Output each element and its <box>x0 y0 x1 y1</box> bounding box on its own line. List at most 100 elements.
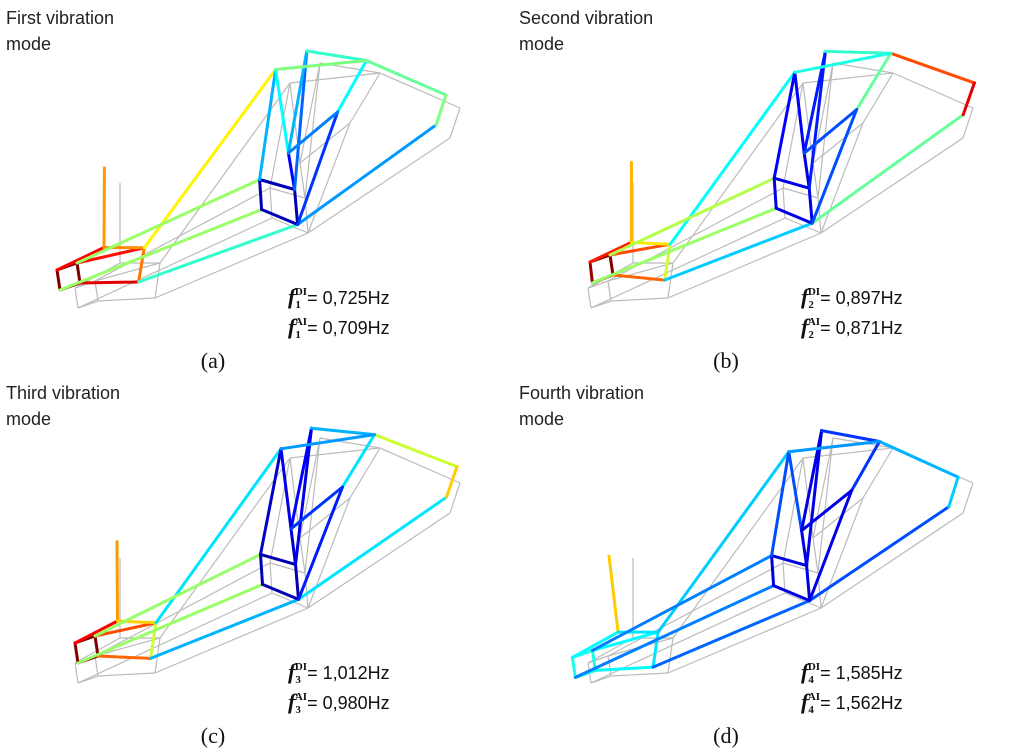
mode-index: 3 <box>295 704 301 716</box>
mode-index: 2 <box>808 299 814 311</box>
mode-index: 1 <box>295 329 301 341</box>
panel-title: Fourth vibration <box>519 383 644 403</box>
mode-shape-edge <box>296 564 299 599</box>
undeformed-edge <box>155 608 308 673</box>
mode-shape-edge <box>653 632 658 667</box>
undeformed-edge <box>78 218 272 308</box>
undeformed-edge <box>591 218 785 308</box>
frequency-label: f3DI= 1,012Hz <box>288 659 390 686</box>
undeformed-edge <box>608 563 783 656</box>
undeformed-edge <box>450 108 460 138</box>
mode-shape-edge <box>281 435 375 449</box>
method-label: AI <box>295 316 307 328</box>
mode-shape-edge <box>261 554 263 584</box>
panel-caption: (b) <box>713 348 739 373</box>
undeformed-edge <box>450 483 460 513</box>
panel-title: mode <box>519 34 564 54</box>
undeformed-edge <box>75 288 78 308</box>
mode-shape-edge <box>789 442 880 452</box>
mode-shape-edge <box>75 643 78 663</box>
mode-shape-edge <box>772 556 774 586</box>
mode-shape-edge <box>590 262 592 283</box>
mode-shape-edge <box>366 61 446 96</box>
mode-shape-edge <box>572 657 575 677</box>
panel-title: Second vibration <box>519 8 653 28</box>
mode-shape-edge <box>772 452 789 556</box>
undeformed-edge <box>300 163 305 198</box>
undeformed-edge <box>608 281 611 301</box>
undeformed-edge <box>75 663 78 683</box>
undeformed-edge <box>78 593 272 683</box>
undeformed-edge <box>863 73 893 123</box>
method-label: DI <box>295 286 307 298</box>
mode-shape-edge <box>261 554 296 564</box>
frequency-label: f3AI= 0,980Hz <box>288 689 390 716</box>
mode-shape-edge <box>776 208 812 223</box>
undeformed-edge <box>270 188 305 198</box>
panel-caption: (a) <box>201 348 225 373</box>
undeformed-edge <box>821 138 963 233</box>
mode-shape-edge <box>77 263 80 283</box>
frequency-value: = 0,725Hz <box>307 288 390 308</box>
undeformed-edge <box>813 538 818 573</box>
undeformed-edge <box>608 656 611 676</box>
mode-shape-edge <box>774 178 809 188</box>
undeformed-edge <box>95 656 98 676</box>
mode-shape-edge <box>95 636 98 656</box>
undeformed-edge <box>668 638 673 673</box>
undeformed-edge <box>821 513 963 608</box>
undeformed-edge <box>350 448 380 498</box>
frequency-value: = 1,012Hz <box>307 663 390 683</box>
mode-shape-edge <box>795 53 891 72</box>
frequency-value: = 0,897Hz <box>820 288 903 308</box>
undeformed-edge <box>98 298 155 301</box>
undeformed-edge <box>95 563 270 656</box>
panel-title: mode <box>519 409 564 429</box>
panel-title: Third vibration <box>6 383 120 403</box>
undeformed-edge <box>270 458 290 563</box>
mode-shape-edge <box>822 431 880 442</box>
undeformed-edge <box>611 298 668 301</box>
mode-index: 2 <box>808 329 814 341</box>
mode-shape-edge <box>810 507 949 601</box>
frequency-value: = 0,709Hz <box>307 318 390 338</box>
undeformed-edge <box>270 563 305 573</box>
method-label: DI <box>808 661 820 673</box>
mode-shape-edge <box>825 51 890 53</box>
mode-shape-edge <box>295 190 298 225</box>
mode-shape-edge <box>307 51 367 61</box>
mode-shape-edge <box>312 428 375 434</box>
mode-shape-edge <box>117 542 118 621</box>
undeformed-edge <box>305 63 320 198</box>
mode-index: 4 <box>808 674 814 686</box>
method-label: DI <box>808 286 820 298</box>
frequency-label: f2DI= 0,897Hz <box>801 284 903 311</box>
mode-shape-edge <box>447 467 458 498</box>
undeformed-edge <box>783 188 785 218</box>
frequency-value: = 0,871Hz <box>820 318 903 338</box>
mode-shape-edge <box>139 248 145 282</box>
mode-shape-edge <box>595 667 653 670</box>
mode-shape-edge <box>151 599 299 658</box>
mode-shape-edge <box>609 556 618 632</box>
mode-shape-edge <box>772 556 807 566</box>
panel: Third vibrationmodef3DI= 1,012Hzf3AI= 0,… <box>6 383 460 748</box>
undeformed-edge <box>380 73 460 108</box>
frequency-label: f2AI= 0,871Hz <box>801 314 903 341</box>
method-label: AI <box>808 316 820 328</box>
mode-shape-edge <box>299 497 447 599</box>
mode-shape-edge <box>260 180 295 190</box>
undeformed-edge <box>813 163 818 198</box>
mode-shape-edge <box>852 442 880 491</box>
method-label: AI <box>808 691 820 703</box>
frequency-label: f4AI= 1,562Hz <box>801 689 903 716</box>
frequency-label: f1AI= 0,709Hz <box>288 314 390 341</box>
panel-title: mode <box>6 34 51 54</box>
frequency-value: = 1,562Hz <box>820 693 903 713</box>
panel-caption: (d) <box>713 723 739 748</box>
mode-shape-edge <box>592 556 771 651</box>
frequency-label: f1DI= 0,725Hz <box>288 284 390 311</box>
mode-shape-edge <box>665 223 813 280</box>
panel-title: First vibration <box>6 8 114 28</box>
